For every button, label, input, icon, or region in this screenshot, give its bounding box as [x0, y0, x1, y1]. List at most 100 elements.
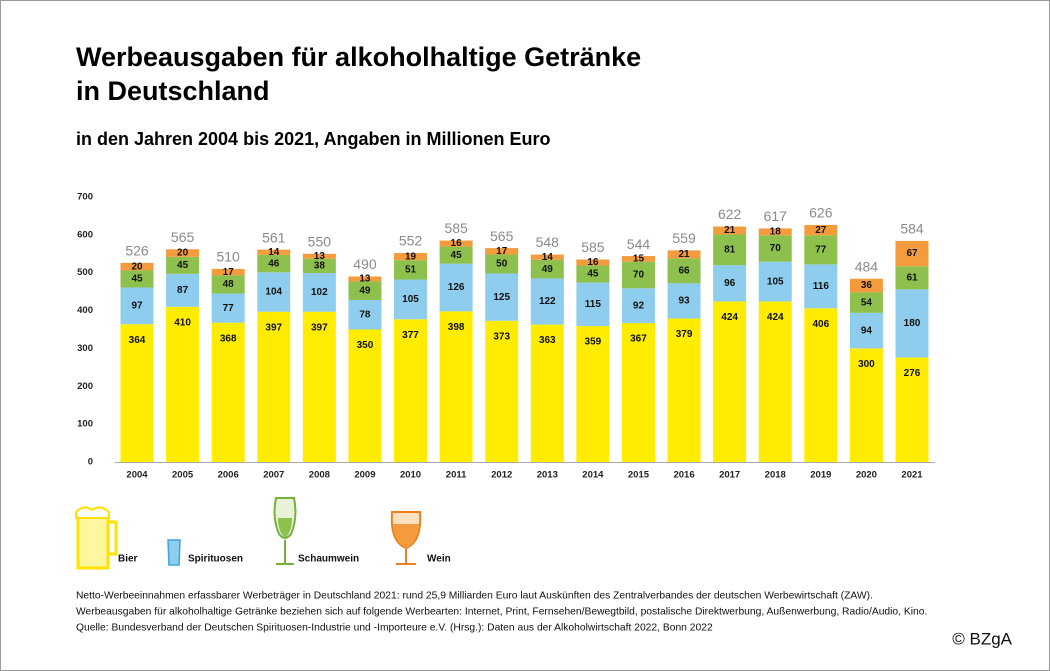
data-label: 126	[448, 282, 465, 293]
y-tick-label: 200	[77, 381, 93, 392]
total-label: 617	[764, 208, 788, 224]
data-label: 70	[633, 270, 645, 281]
bar-segment	[211, 322, 245, 462]
bar-segment	[348, 329, 382, 462]
bar-segment	[713, 265, 747, 302]
total-label: 561	[262, 229, 286, 245]
data-label: 368	[220, 333, 237, 344]
bar-segment	[211, 275, 245, 294]
data-label: 398	[448, 322, 465, 333]
data-label: 17	[223, 267, 235, 278]
copyright: © BZgA	[952, 629, 1012, 648]
data-label: 105	[402, 294, 419, 305]
footnote: Werbeausgaben für alkoholhaltige Getränk…	[76, 607, 927, 618]
data-label: 18	[770, 226, 782, 237]
bar-segment	[439, 240, 473, 247]
bar-segment	[667, 250, 701, 259]
data-label: 48	[223, 279, 235, 290]
chart-subtitle: in den Jahren 2004 bis 2021, Angaben in …	[76, 129, 550, 149]
total-label: 565	[171, 229, 195, 245]
x-tick-label: 2010	[400, 470, 421, 481]
x-tick-label: 2015	[628, 470, 650, 481]
data-label: 67	[906, 248, 918, 259]
bar-segment	[758, 301, 792, 462]
bar-segment	[713, 301, 747, 462]
data-label: 77	[223, 303, 235, 314]
bar-segment	[166, 256, 200, 274]
bar-segment	[257, 272, 291, 312]
total-label: 585	[444, 220, 468, 236]
total-label: 584	[900, 221, 924, 237]
bar-segment	[530, 278, 564, 325]
data-label: 20	[131, 261, 143, 272]
bar-segment	[211, 268, 245, 276]
bar-segment	[621, 323, 655, 462]
bar-segment	[166, 273, 200, 307]
data-label: 19	[405, 251, 417, 262]
data-label: 14	[268, 247, 280, 258]
y-tick-label: 700	[77, 192, 93, 203]
bar-segment	[530, 254, 564, 260]
bar-segment	[713, 226, 747, 235]
bar-segment	[166, 306, 200, 462]
bar-segment	[348, 276, 382, 282]
bar-segment	[621, 288, 655, 324]
bar-segment	[120, 324, 154, 462]
data-label: 122	[539, 296, 556, 307]
bar-segment	[439, 246, 473, 264]
total-label: 559	[672, 230, 696, 246]
x-tick-label: 2016	[673, 470, 694, 481]
total-label: 552	[399, 233, 423, 249]
data-label: 300	[858, 359, 875, 370]
data-label: 14	[542, 252, 554, 263]
data-label: 364	[129, 335, 146, 346]
bar-segment	[895, 357, 929, 462]
legend-label: Wein	[427, 554, 451, 565]
data-label: 379	[676, 329, 693, 340]
data-label: 49	[542, 264, 554, 275]
x-tick-label: 2013	[537, 470, 558, 481]
bar-segment	[804, 225, 838, 236]
bar-segment	[849, 278, 883, 293]
legend-label: Spirituosen	[188, 554, 243, 565]
total-label: 626	[809, 205, 833, 221]
bar-segment	[302, 258, 336, 274]
bar-segment	[348, 299, 382, 330]
data-label: 20	[177, 248, 189, 259]
data-label: 13	[314, 251, 326, 262]
bar-segment	[120, 270, 154, 288]
data-label: 15	[633, 254, 645, 265]
bar-segment	[257, 249, 291, 255]
x-tick-label: 2009	[354, 470, 375, 481]
legend-icons	[75, 497, 422, 570]
data-label: 104	[265, 287, 282, 298]
bar-segment	[576, 265, 610, 283]
bar-segment	[439, 311, 473, 462]
bar-segment	[667, 283, 701, 319]
data-label: 78	[359, 309, 371, 320]
bar-segment	[530, 259, 564, 279]
data-label: 93	[678, 296, 690, 307]
x-tick-label: 2020	[856, 470, 877, 481]
y-tick-label: 100	[77, 419, 93, 430]
bar-segment	[758, 228, 792, 236]
data-label: 45	[451, 250, 463, 261]
data-label: 92	[633, 300, 645, 311]
x-tick-label: 2018	[765, 470, 786, 481]
data-label: 180	[904, 318, 921, 329]
data-label: 61	[906, 272, 918, 283]
y-tick-label: 400	[77, 305, 93, 316]
data-label: 66	[678, 265, 690, 276]
data-label: 54	[861, 297, 873, 308]
data-label: 424	[767, 312, 784, 323]
bar-segment	[758, 235, 792, 262]
x-tick-label: 2019	[810, 470, 831, 481]
bar-segment	[530, 324, 564, 462]
bar-segment	[713, 234, 747, 266]
bar-segment	[394, 253, 428, 261]
data-label: 406	[812, 319, 829, 330]
data-label: 97	[131, 300, 143, 311]
bar-segment	[348, 281, 382, 300]
data-label: 81	[724, 244, 736, 255]
